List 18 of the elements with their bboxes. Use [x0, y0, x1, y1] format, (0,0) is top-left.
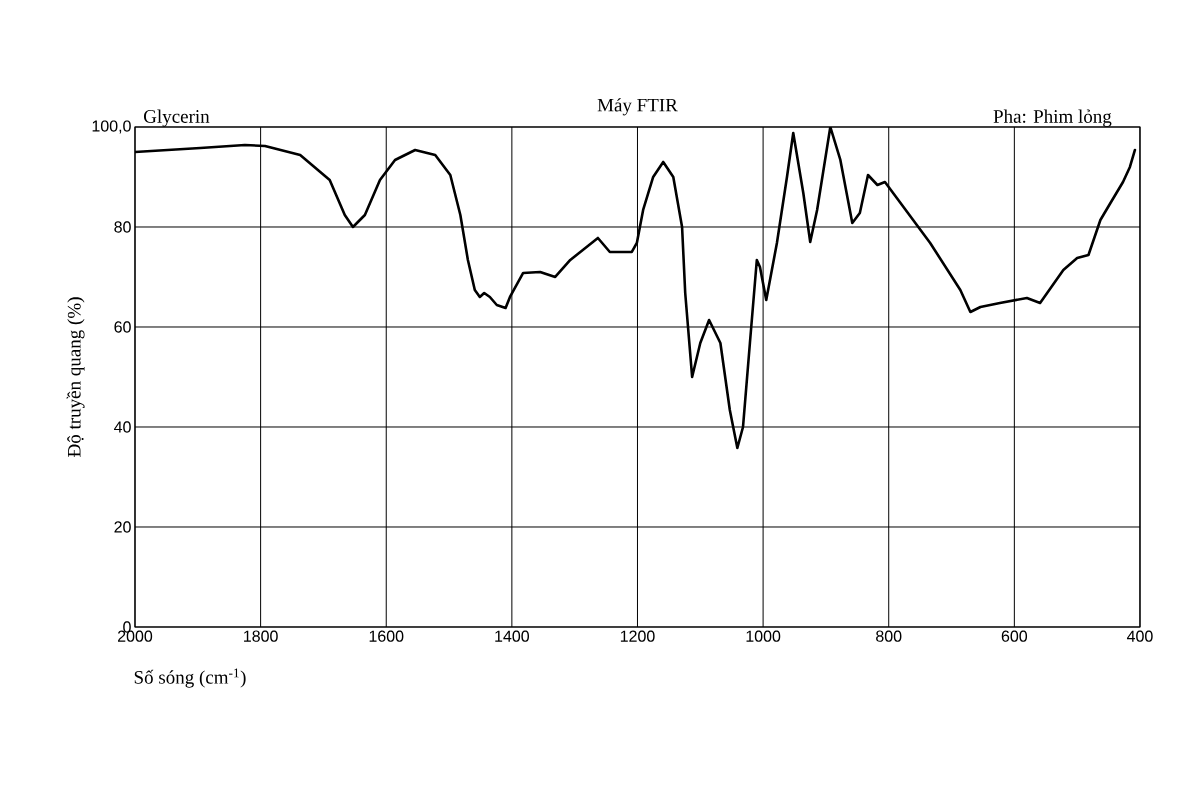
y-tick-label: 20 [114, 521, 131, 533]
y-tick-label: 60 [114, 321, 131, 333]
y-axis-title: Độ truyền quang (%) [66, 297, 85, 457]
x-tick-label: 800 [876, 630, 902, 642]
y-tick-label: 40 [114, 421, 131, 433]
x-tick-label: 400 [1126, 630, 1153, 642]
x-tick-label: 1200 [620, 630, 655, 642]
x-axis-title: Số sóng (cm$^{-1}$) [134, 668, 246, 688]
text: Pha: Phim lỏng [993, 109, 1112, 127]
chart-title: Máy FTIR [597, 98, 678, 116]
text: Glycerin [143, 109, 210, 127]
x-tick-label: 1000 [746, 630, 781, 642]
x-tick-label: 1800 [244, 630, 278, 642]
y-tick-label: 100,0 [92, 120, 131, 134]
y-tick-label: 80 [114, 221, 131, 233]
x-tick-label: 600 [1001, 630, 1028, 642]
x-tick-label: 1400 [495, 630, 530, 642]
x-tick-label: 1600 [369, 630, 404, 642]
